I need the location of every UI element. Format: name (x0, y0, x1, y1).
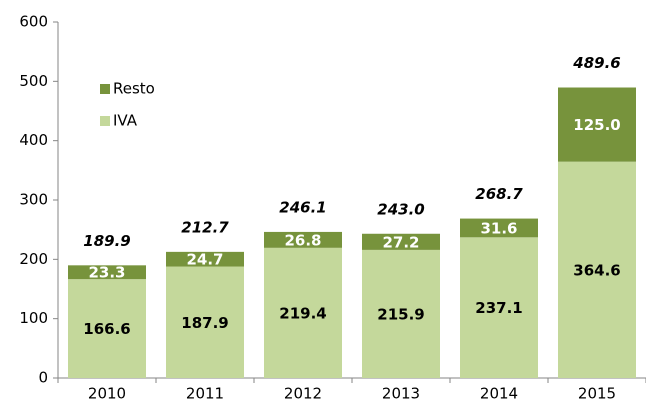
bar-segment (362, 249, 440, 378)
bar-segment (460, 237, 538, 378)
data-label: 27.2 (382, 233, 419, 251)
bar-segment (558, 87, 636, 162)
bar-segment (362, 233, 440, 250)
x-tick-label: 2012 (284, 385, 322, 403)
total-label: 243.0 (377, 200, 424, 218)
x-tick-label: 2014 (480, 385, 518, 403)
bar-segment (166, 266, 244, 378)
legend-swatch (100, 84, 110, 94)
bar-segment (264, 231, 342, 248)
data-label: 219.4 (279, 304, 326, 322)
total-label: 212.7 (181, 218, 229, 236)
y-tick-label: 600 (19, 13, 48, 31)
data-label: 187.9 (181, 314, 228, 332)
legend-label: Resto (113, 80, 155, 98)
data-label: 125.0 (573, 116, 620, 134)
x-tick-label: 2013 (382, 385, 420, 403)
data-label: 364.6 (573, 261, 620, 279)
bar-segment (68, 279, 146, 378)
data-label: 26.8 (284, 231, 321, 249)
y-tick-label: 100 (19, 309, 48, 327)
data-label: 31.6 (480, 219, 517, 237)
bar-segment (68, 265, 146, 280)
bar-segment (460, 218, 538, 238)
data-label: 237.1 (475, 299, 522, 317)
data-label: 23.3 (88, 264, 125, 282)
data-label: 166.6 (83, 320, 130, 338)
data-label: 24.7 (186, 251, 223, 269)
y-tick-label: 400 (19, 131, 48, 149)
y-tick-label: 500 (19, 72, 48, 90)
y-tick-label: 0 (38, 369, 48, 387)
y-tick-label: 200 (19, 250, 48, 268)
total-label: 189.9 (83, 232, 130, 250)
total-label: 246.1 (279, 198, 326, 216)
legend-label: IVA (113, 112, 138, 130)
total-label: 268.7 (475, 185, 523, 203)
bar-segment (264, 247, 342, 378)
x-tick-label: 2011 (186, 385, 224, 403)
total-label: 489.6 (572, 54, 620, 72)
x-tick-label: 2015 (578, 385, 616, 403)
y-tick-label: 300 (19, 191, 48, 209)
bar-segment (166, 251, 244, 267)
data-label: 215.9 (377, 305, 424, 323)
bar-segment (558, 161, 636, 378)
legend-swatch (100, 116, 110, 126)
x-tick-label: 2010 (88, 385, 126, 403)
